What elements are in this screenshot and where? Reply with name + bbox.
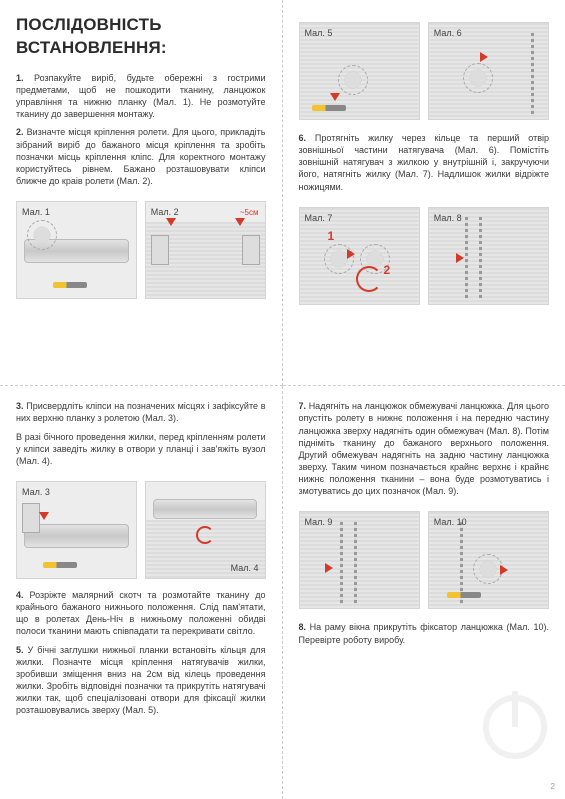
chain-icon (460, 522, 463, 604)
figure-1: Мал. 1 (16, 201, 137, 299)
step-8-text: На раму вікна прикрутіть фіксатор ланцюж… (299, 622, 549, 644)
red-arrow-icon (500, 565, 508, 575)
step-2-text: Визначте місця кріплення ролети. Для цьо… (16, 127, 266, 186)
red-arrow-icon (347, 249, 355, 259)
chain-icon (479, 217, 482, 299)
fig-4-label: Мал. 4 (231, 562, 259, 574)
step-4: 4. Розріжте малярний скотч та розмотайте… (16, 589, 266, 638)
step-7: 7. Надягніть на ланцюжок обмежувачі ланц… (299, 400, 550, 497)
step-2-num: 2. (16, 127, 24, 137)
red-arrow-icon (235, 218, 245, 226)
red-arrow-icon (166, 218, 176, 226)
quadrant-bottom-right: 7. Надягніть на ланцюжок обмежувачі ланц… (283, 386, 565, 799)
screwdriver-icon (312, 105, 346, 111)
figure-4: Мал. 4 (145, 481, 266, 579)
chain-fixer-icon (473, 554, 503, 584)
figure-3: Мал. 3 (16, 481, 137, 579)
screwdriver-icon (43, 562, 77, 568)
fig-1-label: Мал. 1 (22, 206, 50, 218)
red-arrow-icon (330, 93, 340, 101)
page-number: 2 (551, 782, 555, 793)
red-arrow-icon (325, 563, 333, 573)
step-1-text: Розпакуйте виріб, будьте обережні з гост… (16, 73, 266, 119)
step-5-text: У бічні заглушки нижньої планки встанові… (16, 645, 266, 716)
chain-icon (354, 522, 357, 604)
step-4-num: 4. (16, 590, 24, 600)
quadrant-top-left: ПОСЛІДОВНІСТЬ ВСТАНОВЛЕННЯ: 1. Розпакуйт… (0, 0, 283, 386)
red-curve-arrow-icon (356, 266, 382, 292)
red-arrow-icon (456, 253, 464, 263)
step-7-num: 7. (299, 401, 307, 411)
fig-6-label: Мал. 6 (434, 27, 462, 39)
bracket-right-icon (242, 235, 260, 265)
bracket-left-icon (151, 235, 169, 265)
figure-10: Мал. 10 (428, 511, 549, 609)
red-num-2: 2 (384, 262, 391, 278)
red-arrow-icon (480, 52, 488, 62)
quadrant-top-right: Мал. 5 Мал. 6 6. Протягніть жилку через … (283, 0, 565, 386)
parts-icon (27, 220, 57, 250)
step-3a-text: Присвердліть кліпси на позначених місцях… (16, 401, 266, 423)
fig-row-5-6: Мал. 5 Мал. 6 (299, 22, 550, 120)
fig-row-1-2: Мал. 1 Мал. 2 ~5см (16, 201, 266, 299)
red-num-1: 1 (328, 228, 335, 244)
step-2: 2. Визначте місця кріплення ролети. Для … (16, 126, 266, 187)
step-3b-text: В разі бічного проведення жилки, перед к… (16, 431, 266, 467)
step-5-num: 5. (16, 645, 24, 655)
fig-10-label: Мал. 10 (434, 516, 467, 528)
step-6-text: Протягніть жилку через кільце та перший … (299, 133, 550, 192)
watermark-icon (483, 695, 547, 759)
figure-5: Мал. 5 (299, 22, 420, 120)
instruction-page: ПОСЛІДОВНІСТЬ ВСТАНОВЛЕННЯ: 1. Розпакуйт… (0, 0, 565, 799)
step-8: 8. На раму вікна прикрутіть фіксатор лан… (299, 621, 550, 645)
fig-7-label: Мал. 7 (305, 212, 333, 224)
screwdriver-icon (53, 282, 87, 288)
red-curve-arrow-icon (196, 526, 214, 544)
step-3-num: 3. (16, 401, 24, 411)
step-7-text: Надягніть на ланцюжок обмежувачі ланцюжк… (299, 401, 550, 496)
fig-row-9-10: Мал. 9 Мал. 10 (299, 511, 550, 609)
chain-icon (531, 33, 534, 115)
tensioner-icon (463, 63, 493, 93)
fig-8-label: Мал. 8 (434, 212, 462, 224)
quadrant-bottom-left: 3. Присвердліть кліпси на позначених міс… (0, 386, 283, 799)
figure-8: Мал. 8 (428, 207, 549, 305)
step-1-num: 1. (16, 73, 24, 83)
fig-2-label: Мал. 2 (151, 206, 179, 218)
step-5: 5. У бічні заглушки нижньої планки встан… (16, 644, 266, 717)
fig-row-7-8: Мал. 7 1 2 Мал. 8 (299, 207, 550, 305)
chain-icon (340, 522, 343, 604)
figure-7: Мал. 7 1 2 (299, 207, 420, 305)
figure-6: Мал. 6 (428, 22, 549, 120)
bracket-icon (22, 503, 40, 533)
step-1: 1. Розпакуйте виріб, будьте обережні з г… (16, 72, 266, 121)
screwdriver-icon (447, 592, 481, 598)
chain-icon (465, 217, 468, 299)
roller-tube-icon (24, 524, 129, 548)
figure-2: Мал. 2 ~5см (145, 201, 266, 299)
step-3: 3. Присвердліть кліпси на позначених міс… (16, 400, 266, 424)
figure-9: Мал. 9 (299, 511, 420, 609)
tensioner-icon (338, 65, 368, 95)
red-arrow-icon (39, 512, 49, 520)
roller-tube-icon (153, 499, 258, 519)
fig-3-label: Мал. 3 (22, 486, 50, 498)
step-8-num: 8. (299, 622, 307, 632)
fig-9-label: Мал. 9 (305, 516, 333, 528)
step-4-text: Розріжте малярний скотч та розмотайте тк… (16, 590, 266, 636)
fig-row-3-4: Мал. 3 Мал. 4 (16, 481, 266, 579)
fig-5-label: Мал. 5 (305, 27, 333, 39)
page-title: ПОСЛІДОВНІСТЬ ВСТАНОВЛЕННЯ: (16, 14, 266, 60)
step-6-num: 6. (299, 133, 307, 143)
step-6: 6. Протягніть жилку через кільце та перш… (299, 132, 550, 193)
